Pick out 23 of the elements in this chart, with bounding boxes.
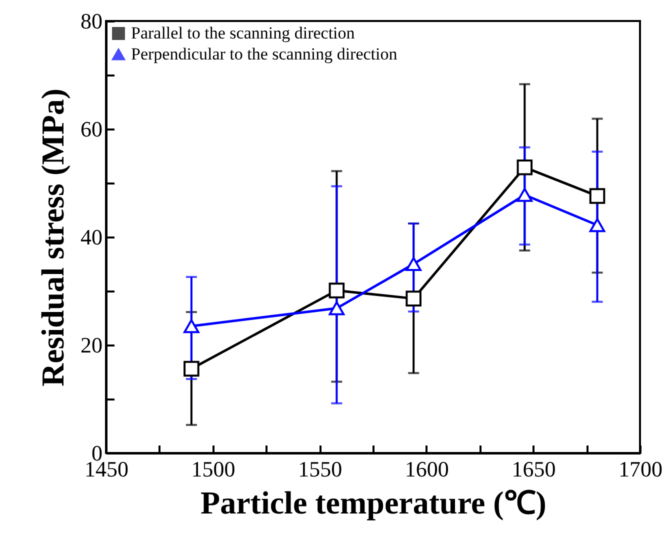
point	[184, 319, 200, 334]
y-axis-title: Residual stress (MPa)	[34, 88, 70, 387]
y-tick-label: 80	[80, 8, 102, 34]
point	[516, 188, 533, 202]
point	[589, 188, 606, 204]
x-tick-label: 1700	[618, 456, 662, 482]
point	[328, 282, 345, 298]
legend-label: Perpendicular to the scanning direction	[131, 44, 398, 64]
y-tick-label: 20	[80, 332, 102, 358]
x-tick-label: 1650	[512, 456, 556, 482]
point	[184, 360, 200, 377]
x-tick-label: 1500	[191, 456, 236, 482]
x-axis-title: Particle temperature (℃)	[200, 484, 546, 520]
y-tick-label: 60	[80, 116, 102, 142]
point	[406, 257, 422, 271]
point	[589, 218, 606, 232]
x-tick-label: 1550	[298, 456, 342, 482]
point	[516, 159, 533, 176]
point	[406, 290, 422, 306]
x-tick-label: 1600	[404, 456, 449, 482]
y-tick-label: 40	[80, 224, 102, 250]
point	[328, 301, 345, 316]
legend-label: Parallel to the scanning direction	[131, 24, 356, 42]
